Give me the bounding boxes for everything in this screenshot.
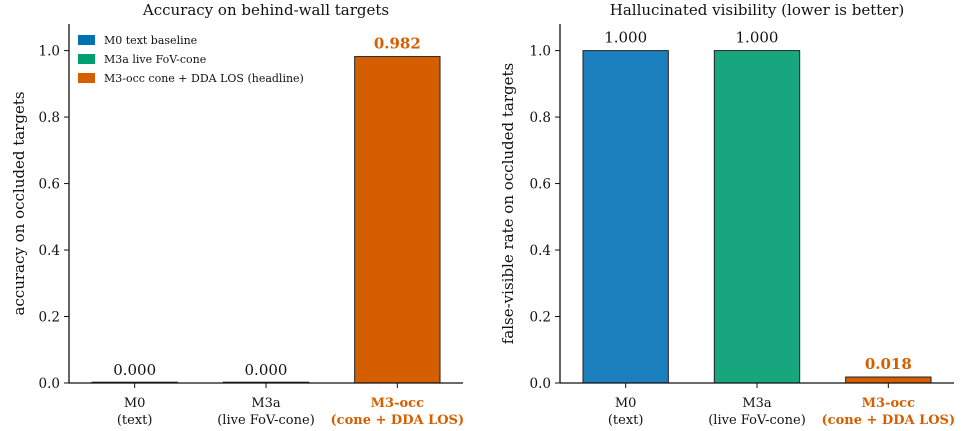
x-tick-label-right-0: M0 [615,396,637,411]
x-tick-sublabel-right-0: (text) [608,413,644,428]
x-tick-sublabel-right-2: (cone + DDA LOS) [822,413,956,428]
y-axis-label-right: false-visible rate on occluded targets [499,63,517,344]
y-tick-label-left-5: 1.0 [39,44,60,60]
legend-label-2: M3-occ cone + DDA LOS (headline) [104,72,304,85]
y-tick-label-left-1: 0.2 [39,310,60,326]
data-label-left-1: 0.000 [245,361,288,379]
chart-title-left: Accuracy on behind-wall targets [142,1,389,19]
x-tick-label-left-2: M3-occ [371,396,424,411]
y-tick-label-right-4: 0.8 [530,110,551,126]
y-tick-label-right-1: 0.2 [530,310,551,326]
x-tick-sublabel-left-0: (text) [117,413,153,428]
x-tick-sublabel-right-1: (live FoV-cone) [708,413,806,428]
data-label-right-0: 1.000 [604,29,647,47]
y-tick-label-left-0: 0.0 [39,376,60,392]
y-tick-label-right-3: 0.6 [530,177,551,193]
data-label-left-0: 0.000 [113,361,156,379]
y-tick-label-right-0: 0.0 [530,376,551,392]
y-axis-label-left: accuracy on occluded targets [10,91,28,315]
data-label-right-1: 1.000 [736,29,779,47]
bar-left-2 [354,56,441,384]
x-tick-sublabel-left-1: (live FoV-cone) [217,413,315,428]
chart-title-right: Hallucinated visibility (lower is better… [610,1,904,19]
y-tick-label-right-2: 0.4 [530,243,551,259]
legend-label-1: M3a live FoV-cone [104,53,206,66]
x-tick-label-right-1: M3a [742,396,772,411]
x-tick-sublabel-left-2: (cone + DDA LOS) [331,413,465,428]
x-tick-label-right-2: M3-occ [862,396,915,411]
y-tick-label-right-5: 1.0 [530,44,551,60]
legend-swatch-1 [78,54,95,64]
bar-right-2 [845,376,932,384]
legend-swatch-0 [78,35,95,45]
y-tick-label-left-4: 0.8 [39,110,60,126]
x-tick-label-left-0: M0 [124,396,146,411]
bar-right-1 [713,50,801,384]
data-label-right-2: 0.018 [865,355,912,373]
x-tick-label-left-1: M3a [251,396,281,411]
bar-right-0 [582,50,669,384]
y-tick-label-left-2: 0.4 [39,243,60,259]
legend-label-0: M0 text baseline [104,34,197,47]
legend-swatch-2 [78,73,95,83]
data-label-left-2: 0.982 [374,35,421,53]
y-tick-label-left-3: 0.6 [39,177,60,193]
